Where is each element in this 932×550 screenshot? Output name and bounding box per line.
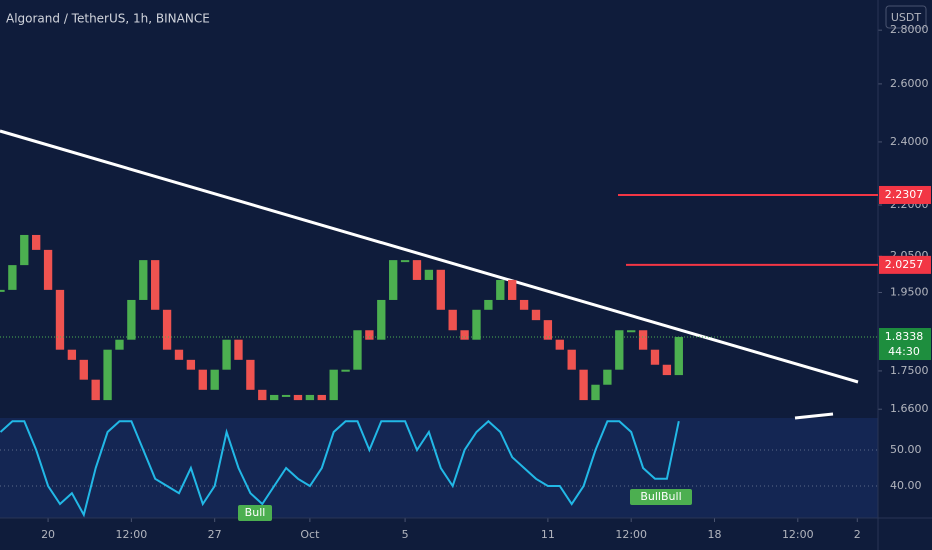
countdown-label: 44:30 [888,345,920,358]
x-tick-label: Oct [300,528,320,541]
x-tick-label: 11 [541,528,555,541]
candle [127,299,136,340]
x-tick-label: 12:00 [615,528,647,541]
candle [79,359,88,380]
y2-tick-label: 40.00 [890,479,922,492]
trend-line [0,129,859,384]
candle [186,359,196,370]
candle [293,394,303,401]
candle [222,339,231,370]
candle [329,369,338,401]
candle [43,249,53,290]
candle [365,330,374,340]
candle [270,394,279,401]
candle [305,394,315,401]
candle [353,330,362,370]
x-tick-label: 5 [402,528,409,541]
candle [174,349,184,360]
candle [377,299,386,340]
candle [341,369,350,372]
candle [627,330,636,333]
candle [139,260,148,300]
trend-line-stub [794,412,834,420]
y2-tick-label: 50.00 [890,443,922,456]
candle [555,339,564,350]
candle [115,339,124,350]
y-tick-label: 1.9500 [890,285,929,298]
candle [8,265,17,290]
candle [603,369,612,385]
y-tick-label: 2.6000 [890,77,929,90]
rsi-pane [0,418,878,518]
rsi-line [0,419,680,518]
candle [567,349,576,370]
signal-badge [238,505,272,521]
candle [258,389,267,401]
candle [67,349,77,360]
candle [650,349,660,365]
x-tick-label: 27 [208,528,222,541]
candle [638,330,648,350]
level-label: 2.2307 [885,188,924,201]
level-label: 2.0257 [885,258,924,271]
candle [20,234,29,266]
x-tick-label: 12:00 [116,528,148,541]
candle [91,379,100,401]
candle [424,269,434,280]
candle [32,234,41,250]
candle [412,260,422,280]
candle [389,260,398,300]
y-tick-label: 2.4000 [890,135,929,148]
candle [55,289,65,350]
candle [508,279,517,300]
y-tick-label: 1.7500 [890,364,929,377]
signal-label: BullBull [640,490,681,503]
x-tick-label: 18 [707,528,721,541]
candle [400,260,410,263]
y-tick-label: 2.8000 [890,23,929,36]
x-tick-label: 2 [854,528,861,541]
candle [162,309,172,350]
candle [543,320,553,340]
candle [674,336,683,376]
rsi-series [0,419,680,518]
candle [103,349,112,401]
candle [198,369,207,390]
currency-label[interactable]: USDT [891,11,922,24]
candle [496,279,505,300]
signal-label: Bull [245,506,266,519]
last-price-label: 1.8338 [885,330,924,343]
level-label-bg [879,255,931,274]
candle [0,289,5,292]
level-label-bg [879,185,931,204]
candle [615,330,624,370]
candle [436,269,445,310]
y-tick-label: 1.6600 [890,402,929,415]
candle [472,309,481,340]
candle [246,359,255,390]
candle [317,394,326,401]
candle [579,369,588,401]
candle [234,339,243,360]
candle [281,394,291,397]
x-tick-label: 20 [41,528,55,541]
price-series [0,234,683,401]
last-price-bg [879,328,931,361]
candle [210,369,219,390]
x-tick-label: 12:00 [782,528,814,541]
signal-badge [630,489,692,505]
candle [662,364,672,376]
candle [460,330,469,340]
chart-title: Algorand / TetherUS, 1h, BINANCE [6,12,210,26]
candle [591,384,600,401]
candle [448,309,457,331]
candle [531,309,541,321]
currency-button[interactable] [885,5,927,29]
candle [151,260,160,310]
candle [519,299,529,310]
candle [484,299,493,310]
